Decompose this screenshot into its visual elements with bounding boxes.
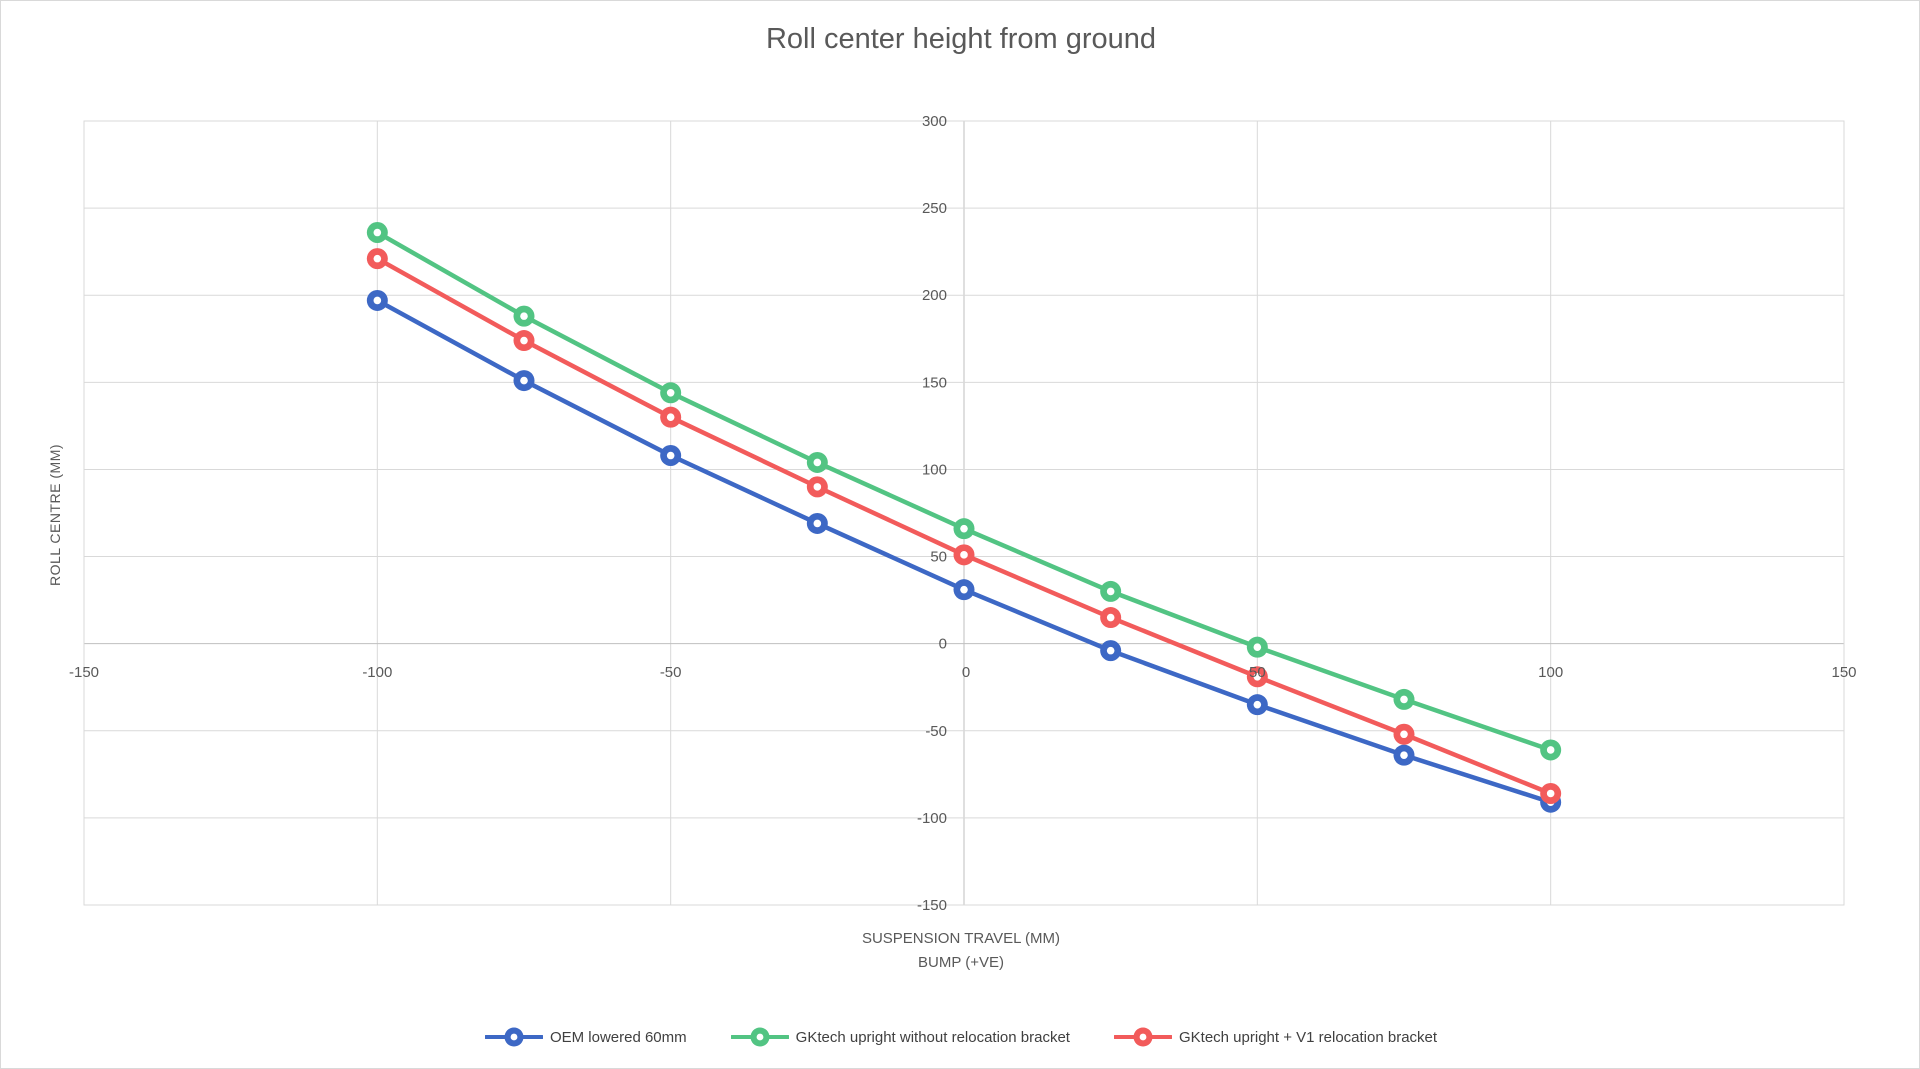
legend-item-0: OEM lowered 60mm	[484, 1025, 687, 1049]
marker-hole-icon	[666, 451, 675, 460]
y-tick-label-300: 300	[922, 113, 947, 130]
x-tick-label-50: 50	[1249, 664, 1266, 681]
y-tick-label--150: -150	[917, 897, 947, 914]
marker-hole-icon	[373, 254, 382, 263]
legend-donut-hole	[1139, 1033, 1147, 1041]
y-tick-label--50: -50	[925, 723, 947, 740]
y-tick-label-0: 0	[939, 636, 947, 653]
x-axis-title-line1: SUSPENSION TRAVEL (MM)	[861, 930, 1061, 947]
marker-hole-icon	[1400, 695, 1408, 704]
marker-hole-icon	[666, 388, 675, 397]
chart-title: Roll center height from ground	[765, 23, 1157, 55]
legend-label-0: OEM lowered 60mm	[549, 1028, 687, 1046]
marker-hole-icon	[1400, 751, 1408, 759]
legend-item-2: GKtech upright + V1 relocation bracket	[1113, 1025, 1438, 1049]
marker-hole-icon	[960, 551, 968, 559]
legend-marker-icon	[730, 1027, 789, 1047]
marker-hole-icon	[666, 413, 675, 421]
x-tick-label--50: -50	[660, 664, 682, 681]
y-tick-label-50: 50	[930, 549, 947, 566]
y-tick-label--100: -100	[917, 810, 947, 827]
y-tick-label-100: 100	[922, 461, 947, 478]
legend-label-2: GKtech upright + V1 relocation bracket	[1178, 1028, 1438, 1046]
marker-hole-icon	[813, 483, 822, 491]
marker-hole-icon	[1106, 646, 1115, 655]
x-tick-label-150: 150	[1831, 664, 1856, 681]
marker-hole-icon	[1106, 587, 1115, 596]
marker-hole-icon	[960, 585, 968, 594]
marker-hole-icon	[1400, 730, 1408, 739]
legend-label-1: GKtech upright without relocation bracke…	[795, 1028, 1070, 1046]
y-tick-label-200: 200	[922, 287, 947, 304]
marker-hole-icon	[1253, 672, 1262, 681]
marker-hole-icon	[1546, 789, 1555, 798]
marker-hole-icon	[520, 312, 528, 320]
marker-hole-icon	[1253, 700, 1262, 709]
legend-marker-icon	[1113, 1027, 1172, 1047]
marker-hole-icon	[520, 376, 528, 385]
legend: OEM lowered 60mm GKtech upright without r…	[1, 1025, 1919, 1049]
x-tick-label--100: -100	[362, 664, 392, 681]
marker-hole-icon	[1253, 643, 1262, 651]
marker-hole-icon	[520, 336, 528, 345]
marker-hole-icon	[373, 228, 382, 237]
legend-marker-icon	[484, 1027, 543, 1047]
x-axis-title-line2: BUMP (+VE)	[918, 954, 1004, 971]
x-tick-label-100: 100	[1538, 664, 1563, 681]
plot-border	[83, 120, 1845, 906]
marker-hole-icon	[813, 458, 822, 467]
y-tick-label-250: 250	[922, 200, 947, 217]
marker-hole-icon	[1546, 746, 1555, 754]
marker-hole-icon	[1106, 613, 1115, 622]
x-tick-label--150: -150	[69, 664, 99, 681]
legend-item-1: GKtech upright without relocation bracke…	[730, 1025, 1070, 1049]
y-tick-label-150: 150	[922, 374, 947, 391]
marker-hole-icon	[373, 296, 382, 305]
legend-donut-hole	[510, 1033, 518, 1041]
marker-hole-icon	[813, 519, 822, 528]
legend-donut-hole	[756, 1033, 764, 1041]
marker-hole-icon	[960, 524, 968, 533]
x-axis-title: SUSPENSION TRAVEL (MM) BUMP (+VE)	[1, 927, 1919, 975]
x-tick-label-0: 0	[962, 664, 970, 681]
